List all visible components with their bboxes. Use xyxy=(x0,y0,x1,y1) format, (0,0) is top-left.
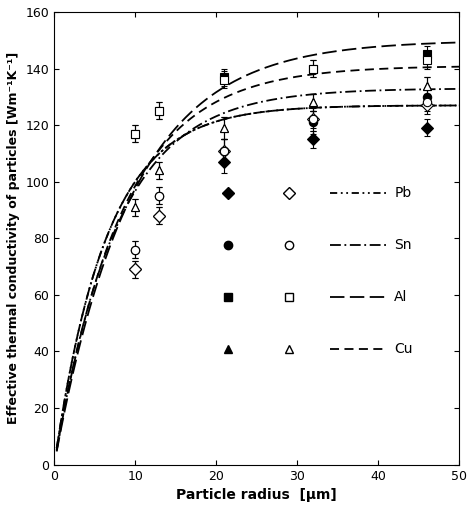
Text: Al: Al xyxy=(394,290,408,304)
Text: Pb: Pb xyxy=(394,186,411,200)
X-axis label: Particle radius  [μm]: Particle radius [μm] xyxy=(176,488,337,502)
Y-axis label: Effective thermal conductivity of particles [Wm⁻¹K⁻¹]: Effective thermal conductivity of partic… xyxy=(7,52,20,425)
Text: Sn: Sn xyxy=(394,238,412,252)
Text: Cu: Cu xyxy=(394,342,413,356)
